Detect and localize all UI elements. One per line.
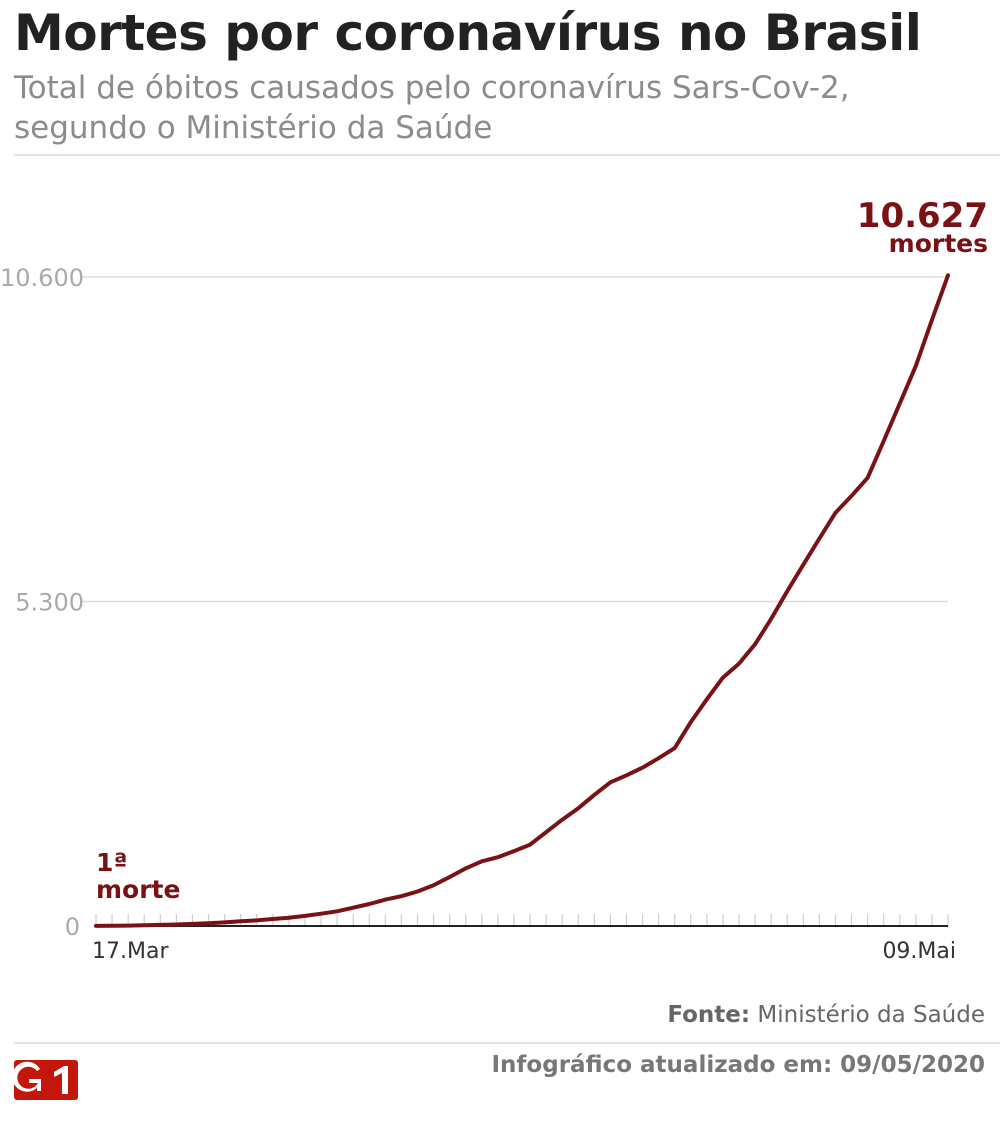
source-text: Ministério da Saúde [757, 1002, 985, 1028]
updated-date: Infográfico atualizado em: 09/05/2020 [491, 1052, 985, 1078]
first-death-annotation-number: 1ª [96, 848, 128, 877]
y-tick-label: 0 [65, 913, 80, 941]
first-death-annotation-label: morte [96, 875, 180, 904]
footer-divider [14, 1042, 1000, 1044]
page-subtitle: Total de óbitos causados pelo coronavíru… [14, 70, 850, 146]
series-line-deaths [94, 273, 950, 928]
header-divider [14, 154, 1000, 156]
x-tick-label-end: 09.Mai [882, 939, 956, 964]
source-label: Fonte: [667, 1002, 751, 1028]
x-tick-label-start: 17.Mar [92, 939, 169, 964]
end-unit-annotation: mortes [889, 229, 988, 258]
y-tick-label: 10.600 [0, 264, 84, 292]
y-tick-label: 5.300 [15, 589, 84, 617]
page-title: Mortes por coronavírus no Brasil [14, 4, 922, 62]
x-tick-labels: 17.Mar 09.Mai [92, 939, 956, 964]
grid-lines [80, 276, 948, 603]
source-credit: Fonte: Ministério da Saúde [667, 1002, 985, 1028]
g1-logo-icon: G1 [14, 1060, 78, 1100]
end-value-annotation: 10.627 [857, 196, 988, 236]
y-tick-labels: 0 5.300 10.600 [0, 264, 84, 941]
